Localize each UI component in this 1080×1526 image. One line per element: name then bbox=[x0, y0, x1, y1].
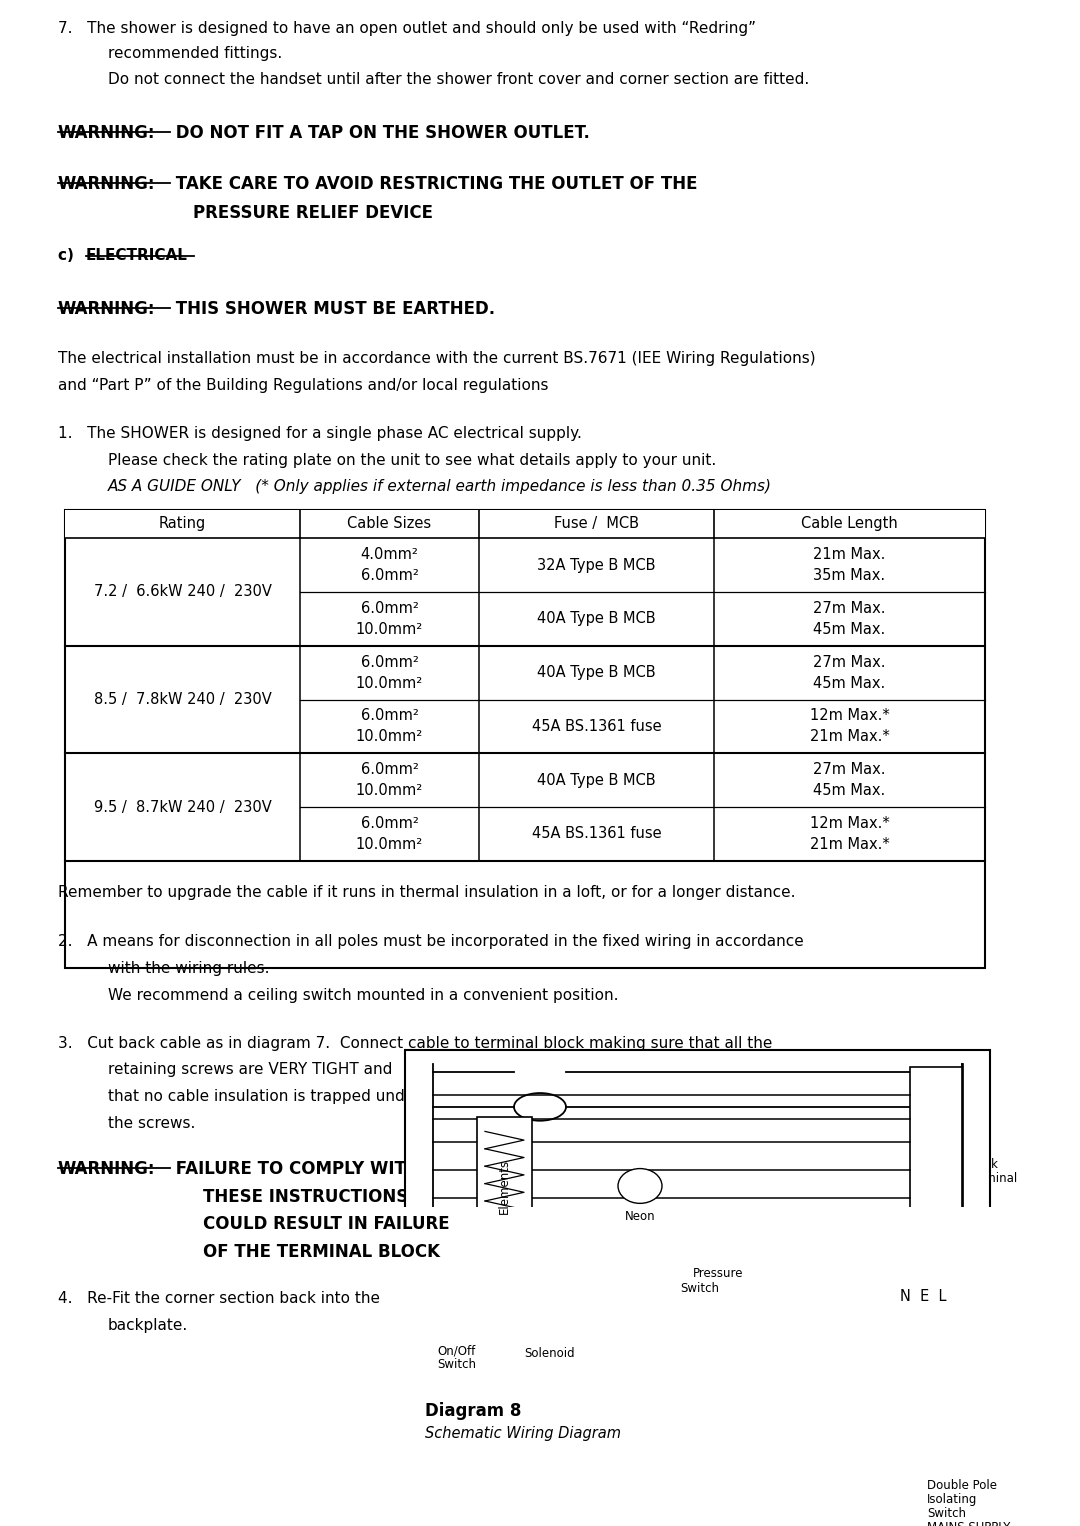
Text: Rating: Rating bbox=[159, 516, 206, 531]
Text: WARNING:: WARNING: bbox=[58, 1160, 156, 1178]
Text: Schematic Wiring Diagram: Schematic Wiring Diagram bbox=[426, 1425, 621, 1441]
Text: Elements: Elements bbox=[498, 1158, 511, 1213]
Text: Please check the rating plate on the unit to see what details apply to your unit: Please check the rating plate on the uni… bbox=[108, 453, 716, 467]
Circle shape bbox=[618, 1169, 662, 1204]
Text: Remember to upgrade the cable if it runs in thermal insulation in a loft, or for: Remember to upgrade the cable if it runs… bbox=[58, 885, 796, 899]
Bar bbox=[449, 1311, 484, 1338]
Text: WARNING:: WARNING: bbox=[58, 299, 156, 317]
Text: Terminal: Terminal bbox=[967, 1172, 1017, 1186]
Text: 21m Max.
35m Max.: 21m Max. 35m Max. bbox=[813, 546, 886, 583]
Text: 2.   A means for disconnection in all poles must be incorporated in the fixed wi: 2. A means for disconnection in all pole… bbox=[58, 934, 804, 949]
Text: THESE INSTRUCTIONS: THESE INSTRUCTIONS bbox=[203, 1187, 408, 1206]
Text: 27m Max.
45m Max.: 27m Max. 45m Max. bbox=[813, 655, 886, 691]
Text: 45A BS.1361 fuse: 45A BS.1361 fuse bbox=[531, 827, 661, 841]
Text: THIS SHOWER MUST BE EARTHED.: THIS SHOWER MUST BE EARTHED. bbox=[170, 299, 495, 317]
Text: TAKE CARE TO AVOID RESTRICTING THE OUTLET OF THE: TAKE CARE TO AVOID RESTRICTING THE OUTLE… bbox=[170, 175, 698, 194]
Text: Switch: Switch bbox=[437, 1358, 476, 1372]
Text: with the wiring rules.: with the wiring rules. bbox=[108, 961, 270, 977]
Text: Thermal: Thermal bbox=[512, 1068, 561, 1082]
Text: retaining screws are VERY TIGHT and: retaining screws are VERY TIGHT and bbox=[108, 1062, 392, 1077]
Text: 4.0mm²
6.0mm²: 4.0mm² 6.0mm² bbox=[361, 546, 418, 583]
Text: 12m Max.*
21m Max.*: 12m Max.* 21m Max.* bbox=[810, 816, 890, 852]
Text: Isolating: Isolating bbox=[927, 1492, 977, 1506]
Text: 32A Type B MCB: 32A Type B MCB bbox=[538, 557, 656, 572]
Text: 27m Max.
45m Max.: 27m Max. 45m Max. bbox=[813, 601, 886, 636]
Text: Switch: Switch bbox=[680, 1282, 719, 1294]
Bar bbox=[882, 1430, 951, 1473]
Text: 27m Max.
45m Max.: 27m Max. 45m Max. bbox=[813, 761, 886, 798]
Text: 12m Max.*
21m Max.*: 12m Max.* 21m Max.* bbox=[810, 708, 890, 745]
Text: AS A GUIDE ONLY   (* Only applies if external earth impedance is less than 0.35 : AS A GUIDE ONLY (* Only applies if exter… bbox=[108, 479, 772, 494]
Bar bbox=[477, 1117, 532, 1256]
Text: 6.0mm²
10.0mm²: 6.0mm² 10.0mm² bbox=[356, 816, 423, 852]
Circle shape bbox=[528, 1308, 572, 1343]
Text: PRESSURE RELIEF DEVICE: PRESSURE RELIEF DEVICE bbox=[193, 203, 433, 221]
Text: 6.0mm²
10.0mm²: 6.0mm² 10.0mm² bbox=[356, 601, 423, 636]
Bar bbox=[910, 1067, 962, 1277]
Text: 1.   The SHOWER is designed for a single phase AC electrical supply.: 1. The SHOWER is designed for a single p… bbox=[58, 426, 582, 441]
Bar bbox=[65, 510, 985, 539]
Bar bbox=[405, 1050, 990, 1393]
Text: FAILURE TO COMPLY WITH: FAILURE TO COMPLY WITH bbox=[170, 1160, 420, 1178]
Text: 7.   The shower is designed to have an open outlet and should only be used with : 7. The shower is designed to have an ope… bbox=[58, 20, 756, 35]
Text: ELECTRICAL: ELECTRICAL bbox=[86, 249, 188, 264]
Text: backplate.: backplate. bbox=[108, 1317, 188, 1332]
Text: that no cable insulation is trapped under: that no cable insulation is trapped unde… bbox=[108, 1090, 420, 1103]
Text: 7.2 /  6.6kW 240 /  230V: 7.2 / 6.6kW 240 / 230V bbox=[94, 584, 271, 600]
Text: 40A Type B MCB: 40A Type B MCB bbox=[537, 772, 656, 787]
Text: Pressure: Pressure bbox=[692, 1268, 743, 1280]
Bar bbox=[65, 510, 985, 969]
Text: and “Part P” of the Building Regulations and/or local regulations: and “Part P” of the Building Regulations… bbox=[58, 378, 549, 392]
Text: Cut-Out: Cut-Out bbox=[512, 1083, 558, 1096]
Text: 8.5 /  7.8kW 240 /  230V: 8.5 / 7.8kW 240 / 230V bbox=[94, 691, 271, 707]
Text: WARNING:: WARNING: bbox=[58, 175, 156, 194]
Text: Block: Block bbox=[967, 1158, 999, 1170]
Text: Do not connect the handset until after the shower front cover and corner section: Do not connect the handset until after t… bbox=[108, 72, 809, 87]
Text: N  E  L: N E L bbox=[900, 1289, 946, 1303]
Text: Fuse /  MCB: Fuse / MCB bbox=[554, 516, 639, 531]
Text: recommended fittings.: recommended fittings. bbox=[108, 46, 282, 61]
Text: COULD RESULT IN FAILURE: COULD RESULT IN FAILURE bbox=[203, 1215, 449, 1233]
Text: Diagram 8: Diagram 8 bbox=[426, 1402, 522, 1419]
Text: Switch: Switch bbox=[927, 1508, 966, 1520]
Text: Neon: Neon bbox=[624, 1210, 656, 1222]
Bar bbox=[670, 1276, 745, 1338]
Text: WARNING:: WARNING: bbox=[58, 124, 156, 142]
Text: 45A BS.1361 fuse: 45A BS.1361 fuse bbox=[531, 719, 661, 734]
Text: Cable Sizes: Cable Sizes bbox=[348, 516, 432, 531]
Text: 6.0mm²
10.0mm²: 6.0mm² 10.0mm² bbox=[356, 761, 423, 798]
Text: the screws.: the screws. bbox=[108, 1116, 195, 1131]
Text: 6.0mm²
10.0mm²: 6.0mm² 10.0mm² bbox=[356, 655, 423, 691]
Text: Solenoid: Solenoid bbox=[525, 1347, 576, 1360]
Text: We recommend a ceiling switch mounted in a convenient position.: We recommend a ceiling switch mounted in… bbox=[108, 987, 619, 1003]
Text: MAINS SUPPLY: MAINS SUPPLY bbox=[927, 1521, 1011, 1526]
Text: OF THE TERMINAL BLOCK: OF THE TERMINAL BLOCK bbox=[203, 1242, 440, 1260]
Text: 3.   Cut back cable as in diagram 7.  Connect cable to terminal block making sur: 3. Cut back cable as in diagram 7. Conne… bbox=[58, 1036, 772, 1051]
Ellipse shape bbox=[514, 1093, 566, 1120]
Text: 9.5 /  8.7kW 240 /  230V: 9.5 / 8.7kW 240 / 230V bbox=[94, 800, 271, 815]
Text: 4.   Re-Fit the corner section back into the: 4. Re-Fit the corner section back into t… bbox=[58, 1291, 380, 1306]
Text: 40A Type B MCB: 40A Type B MCB bbox=[537, 612, 656, 626]
Text: 6.0mm²
10.0mm²: 6.0mm² 10.0mm² bbox=[356, 708, 423, 745]
Text: 40A Type B MCB: 40A Type B MCB bbox=[537, 665, 656, 681]
Text: DO NOT FIT A TAP ON THE SHOWER OUTLET.: DO NOT FIT A TAP ON THE SHOWER OUTLET. bbox=[170, 124, 590, 142]
Text: Cable Length: Cable Length bbox=[801, 516, 897, 531]
Text: The electrical installation must be in accordance with the current BS.7671 (IEE : The electrical installation must be in a… bbox=[58, 351, 815, 366]
Text: Double Pole: Double Pole bbox=[927, 1479, 997, 1491]
Text: On/Off: On/Off bbox=[437, 1344, 476, 1357]
Text: c): c) bbox=[58, 249, 84, 264]
